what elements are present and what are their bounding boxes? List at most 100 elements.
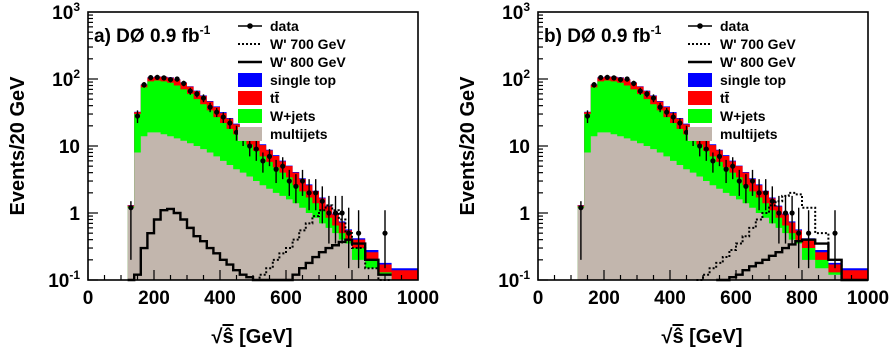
- y-tick-exponent: 2: [523, 67, 530, 81]
- data-point: [650, 95, 657, 101]
- legend-swatch-singletop: [688, 73, 712, 87]
- x-tick-label: 0: [83, 288, 94, 309]
- y-tick-base: 10: [59, 137, 80, 158]
- y-tick-label: 102: [52, 67, 80, 91]
- data-point: [194, 91, 200, 97]
- x-tick-label: 0: [533, 288, 544, 309]
- y-tick-exponent: 3: [73, 0, 80, 14]
- data-point: [187, 88, 193, 94]
- x-tick-label: 600: [270, 288, 302, 309]
- y-tick-base: 10: [509, 137, 530, 158]
- y-tick-base: 10: [48, 271, 69, 292]
- data-point: [763, 190, 769, 196]
- data-point: [313, 190, 319, 196]
- x-variable: ŝ: [222, 326, 233, 348]
- data-point: [214, 109, 220, 115]
- signal-w700-line: [696, 191, 868, 281]
- data-point: [233, 129, 240, 135]
- legend-label: W' 700 GeV: [720, 36, 796, 52]
- data-point: [174, 76, 180, 82]
- x-tick-label: 1000: [847, 288, 889, 309]
- y-tick-label: 103: [52, 0, 80, 24]
- x-tick-label: 1000: [397, 288, 439, 309]
- x-unit: [GeV]: [684, 326, 743, 348]
- panel-label-text: a) DØ 0.9 fb: [94, 26, 200, 47]
- legend-label: multijets: [720, 126, 778, 142]
- legend-label: single top: [270, 72, 336, 88]
- legend-label: multijets: [270, 126, 328, 142]
- y-tick-exponent: -1: [69, 268, 80, 282]
- y-tick-base: 10: [52, 70, 73, 91]
- data-point: [832, 230, 838, 236]
- y-axis-label: Events/20 GeV: [457, 76, 479, 216]
- y-tick-label: 1: [69, 204, 80, 225]
- data-point: [326, 210, 332, 216]
- x-tick-label: 400: [654, 288, 686, 309]
- signal-w800-line: [127, 207, 392, 282]
- data-point: [598, 74, 604, 81]
- y-tick-exponent: 3: [523, 0, 530, 14]
- legend-swatch-multijets: [238, 127, 262, 141]
- data-point: [253, 146, 259, 152]
- data-point: [631, 80, 637, 86]
- data-point: [382, 230, 388, 236]
- data-point: [683, 129, 690, 135]
- legend-label: tt̄: [720, 90, 730, 106]
- x-tick-label: 200: [138, 288, 170, 309]
- y-tick-exponent: -1: [519, 268, 530, 282]
- data-point: [756, 190, 762, 196]
- data-point: [154, 74, 160, 80]
- data-point: [782, 210, 789, 216]
- legend-swatch-wjets: [238, 109, 262, 123]
- data-point: [148, 74, 154, 81]
- y-tick-label: 10-1: [498, 268, 530, 292]
- data-point: [332, 210, 339, 216]
- panel-label: b) DØ 0.9 fb-1: [544, 23, 662, 47]
- sqrt-symbol: √: [211, 326, 223, 348]
- data-point: [266, 153, 273, 159]
- x-tick-label: 800: [786, 288, 818, 309]
- data-point: [657, 104, 663, 110]
- data-point: [167, 76, 174, 83]
- y-tick-base: 10: [498, 271, 519, 292]
- x-tick-label: 800: [336, 288, 368, 309]
- x-axis-label: √ŝ [GeV]: [211, 326, 292, 348]
- panel-label: a) DØ 0.9 fb-1: [94, 23, 211, 47]
- data-point: [776, 210, 782, 216]
- data-point: [723, 166, 729, 172]
- data-point: [220, 114, 226, 120]
- legend-swatch-multijets: [688, 127, 712, 141]
- x-tick-label: 600: [720, 288, 752, 309]
- x-unit: [GeV]: [234, 326, 293, 348]
- x-tick-label: 400: [204, 288, 236, 309]
- data-point: [670, 114, 676, 120]
- data-point: [716, 153, 723, 159]
- data-point: [339, 210, 345, 216]
- signal-w800-line: [716, 238, 868, 282]
- data-point: [624, 76, 630, 82]
- y-tick-label: 103: [502, 0, 530, 24]
- legend-marker-data: [697, 23, 703, 29]
- data-point: [644, 91, 650, 97]
- data-point: [319, 198, 325, 204]
- chart-panel-b: 0 200 400 600 800 100010-1110102103Events/20 …: [457, 0, 889, 348]
- y-tick-label: 10: [59, 137, 80, 158]
- panel-label-sup: -1: [651, 23, 662, 37]
- y-tick-base: 10: [502, 3, 523, 24]
- data-point: [710, 158, 716, 164]
- data-point: [749, 178, 756, 184]
- data-point: [280, 163, 286, 169]
- y-tick-exponent: 2: [73, 67, 80, 81]
- y-tick-base: 10: [52, 3, 73, 24]
- data-point: [299, 178, 306, 184]
- data-point: [697, 143, 703, 149]
- data-point: [247, 143, 253, 149]
- data-point: [200, 95, 207, 101]
- y-tick-base: 1: [69, 204, 80, 225]
- data-point: [181, 80, 187, 86]
- data-point: [578, 205, 584, 211]
- legend-label: W' 800 GeV: [720, 54, 796, 70]
- x-variable: ŝ: [672, 326, 683, 348]
- data-point: [346, 230, 352, 236]
